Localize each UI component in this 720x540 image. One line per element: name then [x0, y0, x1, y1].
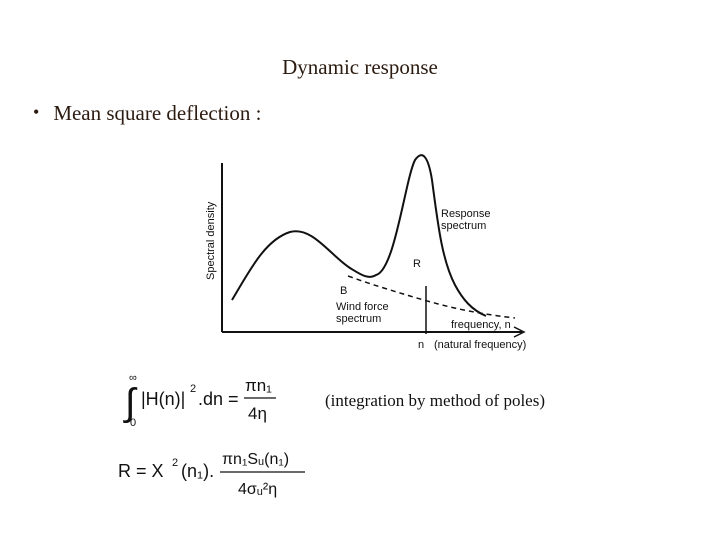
b-label: B [340, 285, 347, 297]
eq1-dn: .dn = [198, 389, 239, 409]
eq2-denominator: 4σᵤ²η [238, 481, 277, 498]
natural-frequency-symbol: n [418, 339, 424, 351]
eq1-upper-limit: ∞ [129, 372, 137, 384]
wind-label-line2: spectrum [336, 313, 381, 325]
slide-title: Dynamic response [282, 55, 438, 79]
bullet-dot-icon: • [33, 102, 40, 122]
x-axis-arrow-icon [513, 326, 526, 338]
eq2-power: 2 [172, 457, 178, 469]
natural-frequency-label: (natural frequency) [434, 339, 526, 351]
x-axis-label: frequency, n [451, 319, 511, 331]
r-label: R [413, 258, 421, 270]
eq1-denominator: 4η [248, 404, 267, 423]
wind-force-spectrum-curve [347, 275, 516, 319]
y-axis-label: Spectral density [205, 201, 217, 280]
response-label-line1: Response [441, 208, 491, 220]
eq1-power: 2 [190, 383, 196, 395]
bullet-text: Mean square deflection : [53, 101, 262, 125]
eq1-integrand: |H(n)| [141, 389, 185, 409]
eq1-lower-limit: 0 [130, 417, 136, 429]
eq1-numerator: πn₁ [245, 376, 272, 395]
equation-1: ∞ ∫ 0 |H(n)| 2 .dn = πn₁ 4η [123, 372, 276, 429]
equation-2: R = X 2 (n₁). πn₁Sᵤ(n₁) 4σᵤ²η [118, 451, 305, 498]
eq2-arg: (n₁). [181, 461, 214, 481]
method-note: (integration by method of poles) [325, 391, 546, 410]
wind-label-line1: Wind force [336, 301, 389, 313]
eq2-numerator: πn₁Sᵤ(n₁) [222, 451, 289, 468]
eq2-lhs: R = X [118, 461, 164, 481]
integral-sign-icon: ∫ [123, 382, 138, 424]
response-spectrum-curve [231, 154, 487, 317]
response-label-line2: spectrum [441, 220, 486, 232]
bullet-item: • Mean square deflection : [33, 101, 261, 126]
